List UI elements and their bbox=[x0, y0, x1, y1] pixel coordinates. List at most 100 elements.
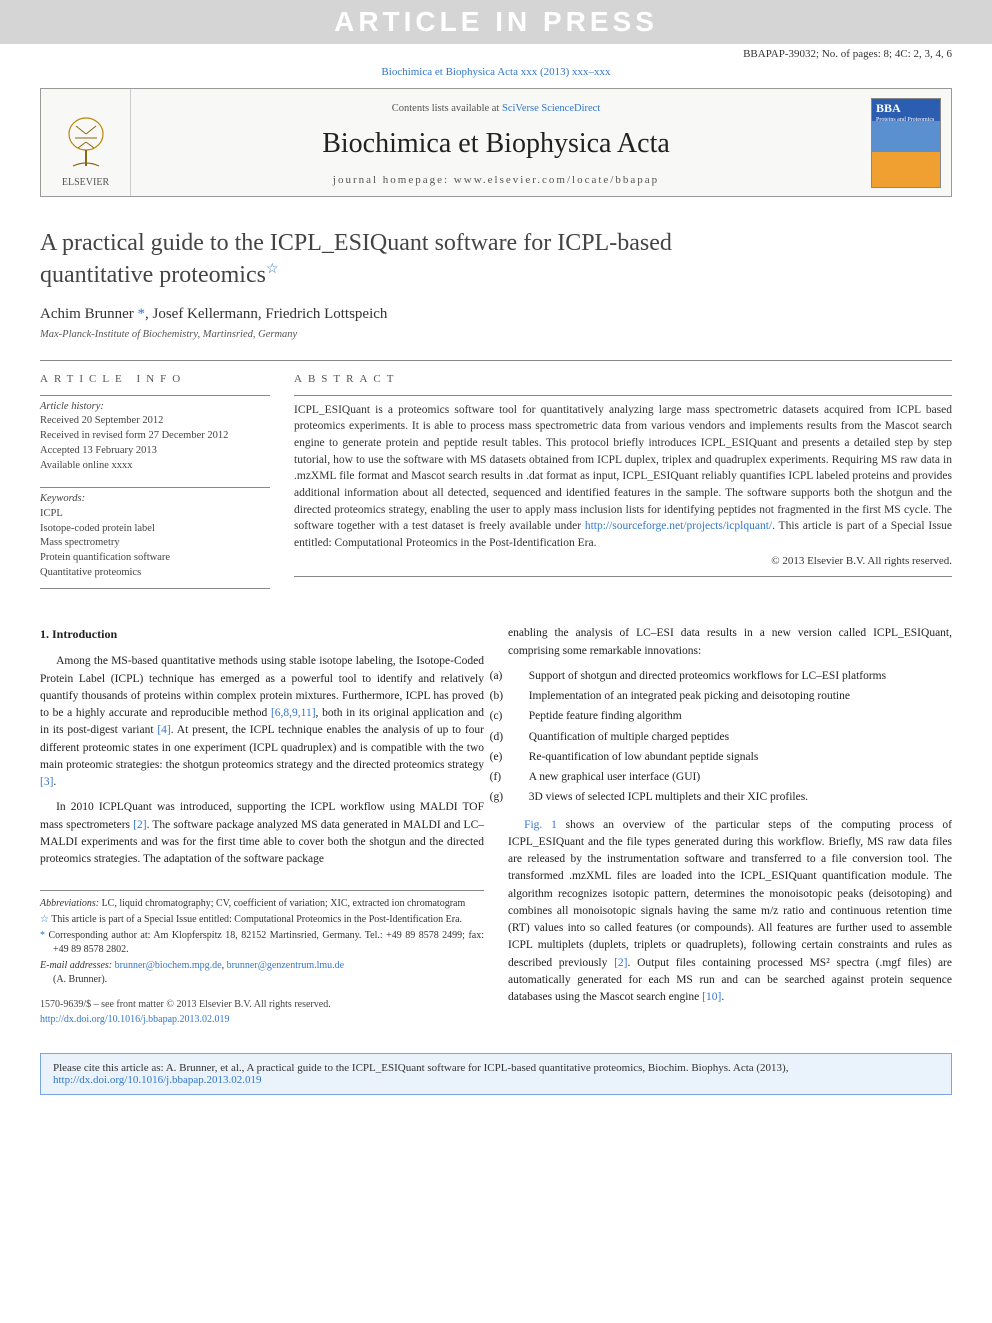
accepted-date: Accepted 13 February 2013 bbox=[40, 444, 270, 459]
footnotes: Abbreviations: LC, liquid chromatography… bbox=[40, 890, 484, 987]
info-abstract-row: article info Article history: Received 2… bbox=[40, 360, 952, 590]
abbrev-label: Abbreviations: bbox=[40, 898, 99, 909]
body-col-right: enabling the analysis of LC–ESI data res… bbox=[508, 625, 952, 1027]
intro-p3: enabling the analysis of LC–ESI data res… bbox=[508, 625, 952, 660]
list-text: Support of shotgun and directed proteomi… bbox=[529, 670, 886, 682]
elsevier-tree-icon bbox=[61, 116, 111, 171]
star-note-text: This article is part of a Special Issue … bbox=[49, 914, 462, 925]
feature-list: (a)Support of shotgun and directed prote… bbox=[508, 668, 952, 807]
corresponding-footnote: * Corresponding author at: Am Klopferspi… bbox=[40, 929, 484, 957]
email-link[interactable]: brunner@biochem.mpg.de bbox=[115, 960, 222, 971]
intro-p1: Among the MS-based quantitative methods … bbox=[40, 653, 484, 791]
ref-link[interactable]: [4] bbox=[157, 724, 170, 736]
title-line-1: A practical guide to the ICPL_ESIQuant s… bbox=[40, 230, 672, 256]
sciencedirect-link[interactable]: SciVerse ScienceDirect bbox=[502, 103, 600, 114]
email-footnote: E-mail addresses: brunner@biochem.mpg.de… bbox=[40, 959, 484, 987]
abstract-body-main: ICPL_ESIQuant is a proteomics software t… bbox=[294, 404, 952, 533]
email-link[interactable]: brunner@genzentrum.lmu.de bbox=[227, 960, 345, 971]
journal-homepage: journal homepage: www.elsevier.com/locat… bbox=[141, 174, 851, 186]
front-matter: 1570-9639/$ – see front matter © 2013 El… bbox=[40, 997, 484, 1027]
publisher-name: ELSEVIER bbox=[62, 177, 109, 188]
body-columns: 1. Introduction Among the MS-based quant… bbox=[40, 625, 952, 1027]
intro-p4: Fig. 1 shows an overview of the particul… bbox=[508, 817, 952, 1007]
contents-prefix: Contents lists available at bbox=[392, 103, 502, 114]
keywords-block: Keywords: ICPL Isotope-coded protein lab… bbox=[40, 487, 270, 589]
keyword: ICPL bbox=[40, 507, 270, 522]
list-text: Re-quantification of low abundant peptid… bbox=[529, 751, 759, 763]
star-footnote: ☆ This article is part of a Special Issu… bbox=[40, 913, 484, 927]
cite-text: Please cite this article as: A. Brunner,… bbox=[53, 1062, 788, 1074]
cover-subtitle: Proteins and Proteomics bbox=[876, 117, 934, 123]
list-item: (g)3D views of selected ICPL multiplets … bbox=[508, 789, 952, 806]
list-item: (a)Support of shotgun and directed prote… bbox=[508, 668, 952, 685]
corr-note-text: Corresponding author at: Am Klopferspitz… bbox=[45, 930, 484, 955]
list-item: (c)Peptide feature finding algorithm bbox=[508, 708, 952, 725]
authors-rest: , Josef Kellermann, Friedrich Lottspeich bbox=[145, 306, 387, 322]
journal-header: ELSEVIER Contents lists available at Sci… bbox=[40, 88, 952, 197]
abbrev-text: LC, liquid chromatography; CV, coefficie… bbox=[99, 898, 465, 909]
author-primary: Achim Brunner bbox=[40, 306, 134, 322]
keyword: Isotope-coded protein label bbox=[40, 522, 270, 537]
article-info-heading: article info bbox=[40, 373, 270, 385]
p4-text-b: shows an overview of the particular step… bbox=[508, 819, 952, 969]
contents-list-line: Contents lists available at SciVerse Sci… bbox=[141, 103, 851, 114]
p1-text-d: . bbox=[53, 776, 56, 788]
list-item: (b)Implementation of an integrated peak … bbox=[508, 688, 952, 705]
cover-thumbnail-cell: BBA Proteins and Proteomics bbox=[861, 89, 951, 196]
journal-name: Biochimica et Biophysica Acta bbox=[141, 128, 851, 160]
abbreviations-footnote: Abbreviations: LC, liquid chromatography… bbox=[40, 897, 484, 911]
abstract-col: abstract ICPL_ESIQuant is a proteomics s… bbox=[294, 373, 952, 590]
cite-doi-link[interactable]: http://dx.doi.org/10.1016/j.bbapap.2013.… bbox=[53, 1074, 261, 1086]
title-line-2: quantitative proteomics bbox=[40, 262, 266, 288]
p4-text-d: . bbox=[721, 991, 724, 1003]
list-item: (d)Quantification of multiple charged pe… bbox=[508, 729, 952, 746]
header-center: Contents lists available at SciVerse Sci… bbox=[131, 89, 861, 196]
publisher-logo-cell: ELSEVIER bbox=[41, 89, 131, 196]
affiliation: Max-Planck-Institute of Biochemistry, Ma… bbox=[40, 329, 952, 340]
keyword: Quantitative proteomics bbox=[40, 566, 270, 581]
list-marker: (d) bbox=[510, 729, 528, 746]
received-date: Received 20 September 2012 bbox=[40, 414, 270, 429]
title-footnote-star: ☆ bbox=[266, 262, 279, 277]
list-marker: (b) bbox=[510, 688, 528, 705]
list-marker: (g) bbox=[510, 789, 528, 806]
cover-bba-label: BBA bbox=[876, 101, 901, 116]
ref-link[interactable]: [2] bbox=[614, 957, 627, 969]
body-col-left: 1. Introduction Among the MS-based quant… bbox=[40, 625, 484, 1027]
revised-date: Received in revised form 27 December 201… bbox=[40, 429, 270, 444]
front-matter-line: 1570-9639/$ – see front matter © 2013 El… bbox=[40, 997, 484, 1012]
article-history: Article history: Received 20 September 2… bbox=[40, 395, 270, 473]
history-label: Article history: bbox=[40, 400, 270, 415]
author-list: Achim Brunner *, Josef Kellermann, Fried… bbox=[40, 306, 952, 323]
abstract-heading: abstract bbox=[294, 373, 952, 385]
keyword: Protein quantification software bbox=[40, 551, 270, 566]
ref-link[interactable]: [2] bbox=[133, 819, 146, 831]
fig-link[interactable]: Fig. 1 bbox=[524, 819, 557, 831]
keyword: Mass spectrometry bbox=[40, 536, 270, 551]
list-text: A new graphical user interface (GUI) bbox=[529, 771, 700, 783]
list-text: 3D views of selected ICPL multiplets and… bbox=[529, 791, 808, 803]
keywords-label: Keywords: bbox=[40, 492, 270, 507]
ref-link[interactable]: [6,8,9,11] bbox=[271, 707, 316, 719]
email-tail: (A. Brunner). bbox=[53, 974, 107, 985]
intro-heading: 1. Introduction bbox=[40, 625, 484, 643]
doi-link[interactable]: http://dx.doi.org/10.1016/j.bbapap.2013.… bbox=[40, 1014, 230, 1025]
list-marker: (f) bbox=[510, 769, 528, 786]
star-mark: ☆ bbox=[40, 914, 49, 925]
in-press-banner: ARTICLE IN PRESS bbox=[0, 0, 992, 44]
list-marker: (a) bbox=[510, 668, 528, 685]
citation-box: Please cite this article as: A. Brunner,… bbox=[40, 1053, 952, 1095]
corresponding-mark: * bbox=[137, 306, 145, 322]
journal-reference: Biochimica et Biophysica Acta xxx (2013)… bbox=[0, 64, 992, 88]
ref-link[interactable]: [10] bbox=[702, 991, 721, 1003]
list-item: (f)A new graphical user interface (GUI) bbox=[508, 769, 952, 786]
article-id-meta: BBAPAP-39032; No. of pages: 8; 4C: 2, 3,… bbox=[0, 44, 992, 64]
list-marker: (e) bbox=[510, 749, 528, 766]
article-title: A practical guide to the ICPL_ESIQuant s… bbox=[40, 227, 952, 292]
ref-link[interactable]: [3] bbox=[40, 776, 53, 788]
list-item: (e)Re-quantification of low abundant pep… bbox=[508, 749, 952, 766]
abstract-text: ICPL_ESIQuant is a proteomics software t… bbox=[294, 395, 952, 577]
list-text: Peptide feature finding algorithm bbox=[529, 710, 682, 722]
software-link[interactable]: http://sourceforge.net/projects/icplquan… bbox=[585, 520, 772, 532]
article-info-col: article info Article history: Received 2… bbox=[40, 373, 270, 590]
